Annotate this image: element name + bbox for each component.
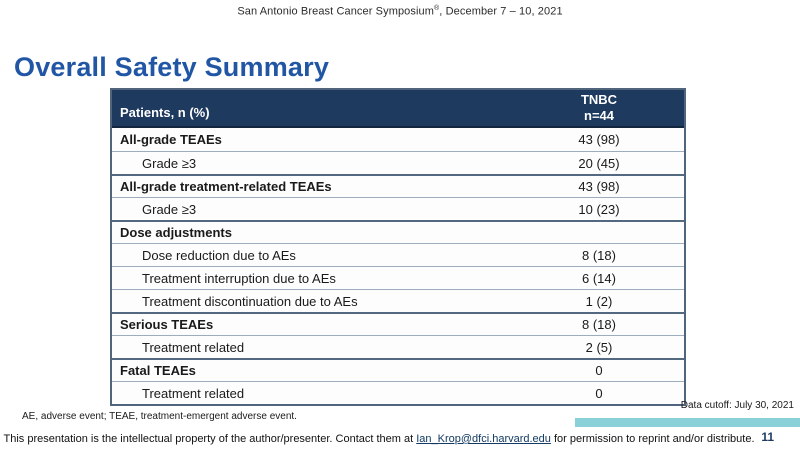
table-row: Grade ≥3 10 (23) [112, 197, 684, 220]
row-value: 0 [595, 385, 603, 401]
row-label: Grade ≥3 [142, 155, 197, 171]
row-label: Grade ≥3 [142, 201, 197, 217]
row-value: 43 (98) [578, 179, 620, 194]
safety-summary-table: Patients, n (%) TNBC n=44 All-grade TEAE… [110, 88, 686, 406]
disclaimer: This presentation is the intellectual pr… [0, 433, 758, 445]
row-value: 0 [595, 363, 603, 378]
row-value: 10 (23) [578, 201, 620, 217]
row-label: All-grade TEAEs [120, 132, 222, 147]
row-label: Treatment discontinuation due to AEs [142, 293, 358, 309]
table-row: All-grade treatment-related TEAEs 43 (98) [112, 174, 684, 197]
table-header-patients: Patients, n (%) [120, 105, 210, 120]
row-value: 43 (98) [578, 132, 620, 147]
conference-name: San Antonio Breast Cancer Symposium [237, 5, 435, 18]
row-label: Dose adjustments [120, 225, 232, 240]
table-row: Dose adjustments [112, 220, 684, 243]
table-header-row: Patients, n (%) TNBC n=44 [112, 90, 684, 128]
tnbc-label: TNBC [580, 91, 618, 107]
data-cutoff-note: Data cutoff: July 30, 2021 [680, 400, 794, 411]
page-number: 11 [761, 430, 774, 444]
row-label: Treatment related [142, 339, 245, 355]
row-value: 8 (18) [582, 247, 616, 263]
table-header-tnbc: TNBC n=44 [514, 90, 684, 126]
table-row: Dose reduction due to AEs 8 (18) [112, 243, 684, 266]
registered-mark: ® [434, 5, 440, 12]
row-value: 2 (5) [585, 339, 613, 355]
row-label: Treatment interruption due to AEs [142, 270, 336, 286]
row-value: 8 (18) [582, 317, 616, 332]
row-value: 1 (2) [585, 293, 613, 309]
tnbc-n: n=44 [584, 108, 614, 123]
row-label: Fatal TEAEs [120, 363, 196, 378]
row-value [514, 222, 684, 243]
disclaimer-pre: This presentation is the intellectual pr… [3, 433, 417, 445]
table-row: Treatment discontinuation due to AEs 1 (2… [112, 289, 684, 312]
table-row: Serious TEAEs 8 (18) [112, 312, 684, 335]
table-row: Treatment related 2 (5) [112, 335, 684, 358]
table-row: Fatal TEAEs 0 [112, 358, 684, 381]
teal-accent-bar [575, 418, 800, 427]
disclaimer-post: for permission to reprint and/or distrib… [550, 433, 755, 445]
table-row: All-grade TEAEs 43 (98) [112, 128, 684, 151]
row-label: Serious TEAEs [120, 317, 214, 332]
table-row: Grade ≥3 20 (45) [112, 151, 684, 174]
row-label: All-grade treatment-related TEAEs [120, 179, 332, 194]
contact-email-link[interactable]: Ian_Krop@dfci.harvard.edu [416, 433, 551, 445]
conference-header: San Antonio Breast Cancer Symposium®, De… [0, 5, 800, 18]
table-body: All-grade TEAEs 43 (98) Grade ≥3 20 (45) All… [112, 128, 684, 404]
page-title: Overall Safety Summary [14, 52, 330, 83]
table-row: Treatment interruption due to AEs 6 (14) [112, 266, 684, 289]
row-value: 20 (45) [578, 155, 620, 171]
row-value: 6 (14) [582, 270, 616, 286]
table-row: Treatment related 0 [112, 381, 684, 404]
row-label: Treatment related [142, 385, 245, 401]
conference-dates: , December 7 – 10, 2021 [439, 5, 563, 18]
row-label: Dose reduction due to AEs [142, 247, 296, 263]
abbreviation-footnote: AE, adverse event; TEAE, treatment-emerg… [22, 411, 297, 422]
